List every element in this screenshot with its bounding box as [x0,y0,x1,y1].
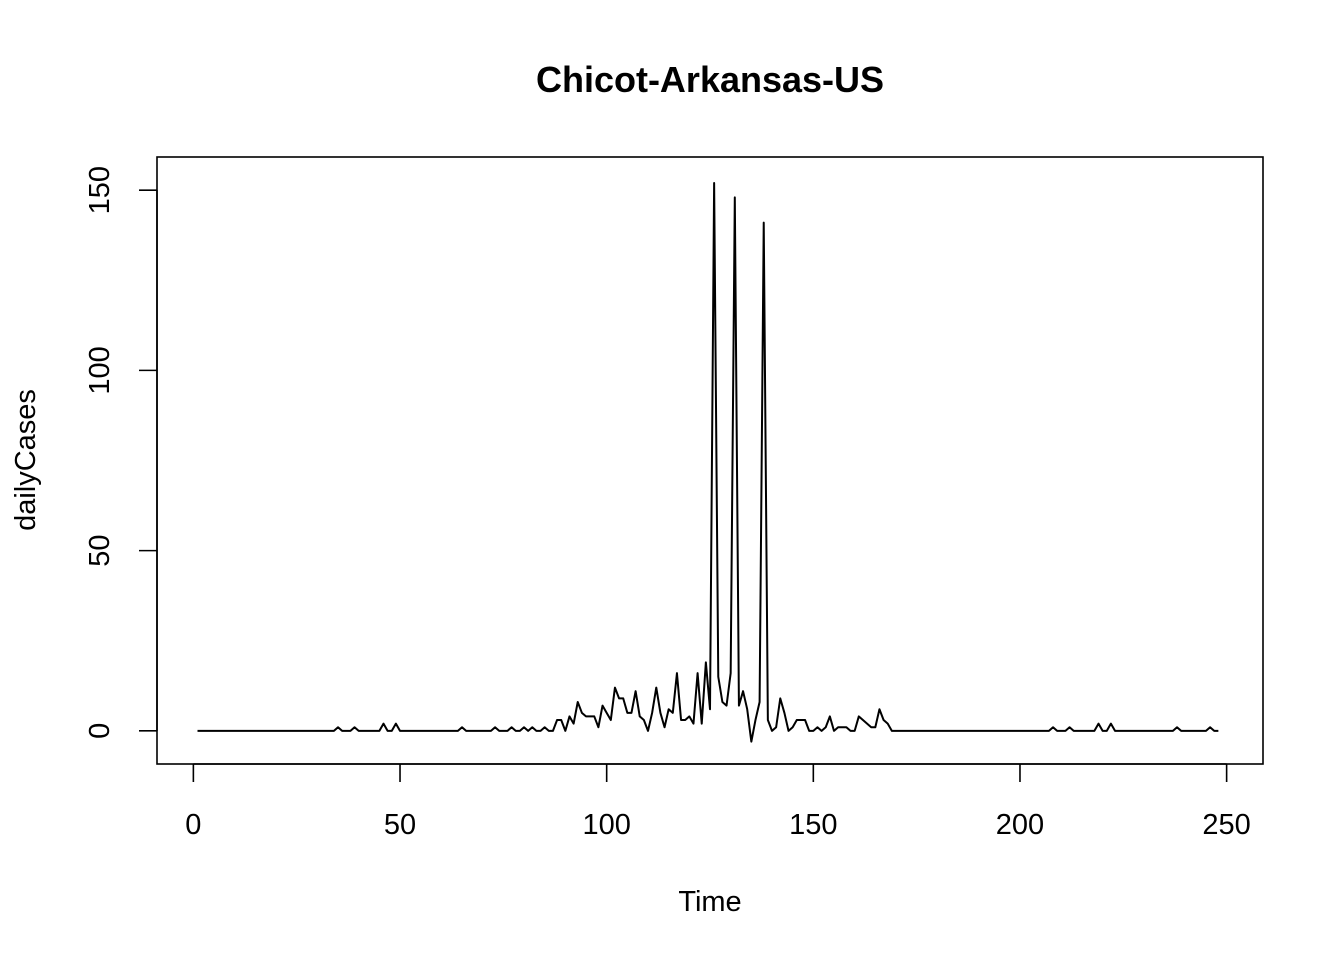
x-tick-label: 100 [582,809,630,841]
x-tick-label: 0 [185,809,201,841]
y-tick-label: 0 [84,723,116,739]
x-axis-label: Time [678,886,741,918]
y-tick-label: 150 [84,166,116,214]
series-line-daily-cases [197,181,1219,743]
x-tick-label: 250 [1202,809,1250,841]
y-tick-label: 100 [84,346,116,394]
chart-title: Chicot-Arkansas-US [536,59,884,100]
x-axis: 0 50 100 150 200 250 [185,763,1251,841]
x-tick-label: 50 [384,809,416,841]
y-axis-label: dailyCases [10,389,42,531]
y-tick-label: 50 [84,534,116,566]
x-tick-label: 200 [996,809,1044,841]
y-axis: 0 50 100 150 [84,166,158,739]
x-tick-label: 150 [789,809,837,841]
